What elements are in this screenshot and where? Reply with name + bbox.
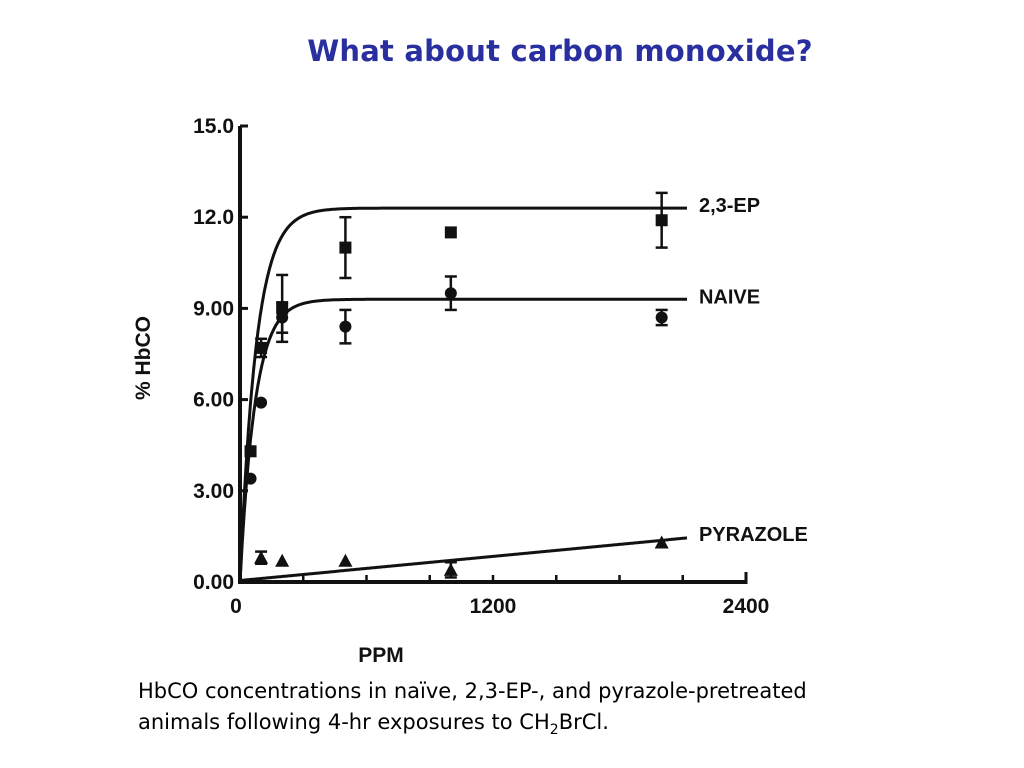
data-point-triangle <box>254 550 269 564</box>
fitted-curves <box>238 206 688 583</box>
y-tick-label: 12.0 <box>193 206 234 229</box>
fitted-curve <box>239 536 688 582</box>
data-point-square <box>339 241 352 254</box>
data-point-square <box>255 341 268 354</box>
data-point-circle <box>655 311 668 324</box>
caption-line-1: HbCO concentrations in naïve, 2,3-EP-, a… <box>138 679 807 703</box>
y-tick-label: 9.00 <box>193 297 234 320</box>
data-point-circle <box>444 287 457 300</box>
caption-line-2-subscript: 2 <box>549 722 559 739</box>
series-label: 2,3-EP <box>699 195 760 217</box>
series-label: PYRAZOLE <box>699 524 808 546</box>
caption-line-2-prefix: animals following 4-hr exposures to CH <box>138 710 550 734</box>
y-tick-label: 3.00 <box>193 480 234 503</box>
x-tick-label: 1200 <box>470 595 517 618</box>
y-tick-label: 15.0 <box>193 115 234 138</box>
caption-line-2: animals following 4-hr exposures to CH2B… <box>138 707 938 738</box>
data-point-square <box>655 214 668 227</box>
data-point-triangle <box>338 553 353 567</box>
x-axis-label: PPM <box>358 644 404 667</box>
slide-title: What about carbon monoxide? <box>307 34 813 68</box>
x-tick-label: 2400 <box>723 595 770 618</box>
data-point-triangle <box>275 553 290 567</box>
fitted-curve <box>238 297 687 583</box>
series-label: NAIVE <box>699 286 760 308</box>
x-tick-label: 0 <box>230 595 242 618</box>
caption-line-2-suffix: BrCl. <box>558 710 609 734</box>
data-point-circle <box>276 311 289 324</box>
data-point-square <box>244 445 257 458</box>
data-point-triangle <box>654 535 669 549</box>
fitted-curve <box>238 206 687 583</box>
data-point-circle <box>339 320 352 333</box>
data-points <box>244 191 669 579</box>
chart-labels: PPM % HbCO 2,3-EP NAIVE PYRAZOLE <box>132 195 808 667</box>
chart-axes: 0.00 3.00 6.00 9.00 12.0 15.0 0 1200 2400 <box>193 115 769 618</box>
y-tick-label: 0.00 <box>193 571 234 594</box>
figure-caption: HbCO concentrations in naïve, 2,3-EP-, a… <box>138 676 938 738</box>
data-point-triangle <box>443 562 458 576</box>
y-tick-label: 6.00 <box>193 389 234 412</box>
data-point-square <box>444 226 457 239</box>
y-axis-label: % HbCO <box>132 316 155 400</box>
data-point-circle <box>255 396 268 409</box>
data-point-circle <box>244 472 257 485</box>
